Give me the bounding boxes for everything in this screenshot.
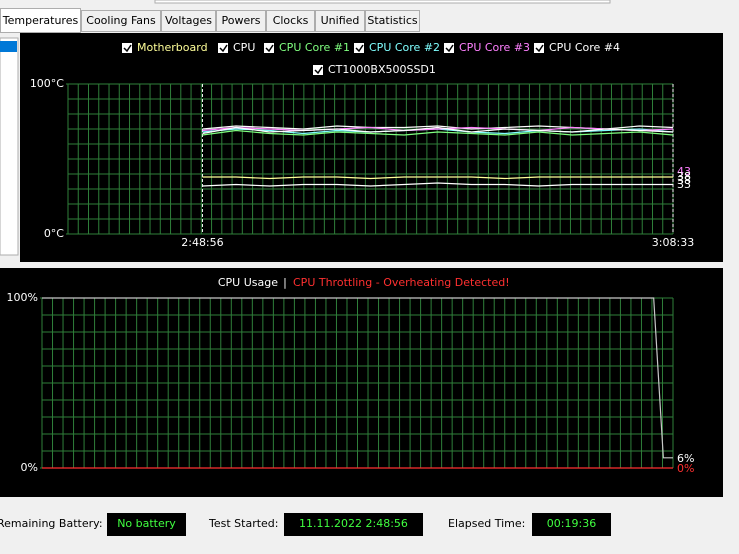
legend-check — [535, 44, 544, 53]
tab-label[interactable]: Clocks — [273, 14, 309, 27]
end-label: 43 — [677, 165, 691, 178]
legend-checkbox[interactable] — [534, 43, 544, 53]
tab[interactable] — [315, 10, 365, 32]
series-line — [202, 182, 673, 187]
status-box — [107, 513, 186, 536]
legend-label[interactable]: Motherboard — [137, 41, 208, 54]
legend-label[interactable]: CPU — [233, 41, 255, 54]
legend-label[interactable]: CPU Core #4 — [549, 41, 620, 54]
series-line — [202, 129, 674, 136]
legend-checkbox[interactable] — [354, 43, 364, 53]
end-label: 6% — [677, 452, 694, 465]
side-list — [0, 37, 19, 256]
legend-check — [355, 44, 364, 53]
legend-checkbox[interactable] — [122, 43, 132, 53]
tab-label[interactable]: Temperatures — [2, 14, 79, 27]
series-line — [202, 176, 673, 180]
legend-label[interactable]: CPU Core #3 — [459, 41, 530, 54]
status-box — [532, 513, 611, 536]
end-label: 33 — [677, 178, 691, 191]
series-line — [42, 297, 673, 459]
legend-check — [445, 44, 454, 53]
legend-checkbox[interactable] — [264, 43, 274, 53]
tab[interactable] — [0, 8, 81, 33]
y-tick-label: 0°C — [44, 227, 64, 240]
side-selection — [0, 41, 17, 52]
tab-label[interactable]: Unified — [321, 14, 360, 27]
usage-title: CPU Usage — [218, 276, 278, 289]
x-tick-label: 2:48:56 — [181, 236, 223, 249]
series-line — [202, 126, 674, 132]
end-label: 38 — [677, 174, 691, 187]
top-field — [154, 0, 611, 4]
y-tick-label: 0% — [21, 461, 38, 474]
status-label: Test Started: — [208, 517, 279, 530]
tab-label[interactable]: Statistics — [367, 14, 418, 27]
end-label: 38 — [677, 170, 691, 183]
legend-check — [265, 44, 274, 53]
legend-check — [219, 44, 228, 53]
legend-check — [123, 44, 132, 53]
status-value: No battery — [117, 517, 176, 530]
status-value: 00:19:36 — [547, 517, 596, 530]
tab[interactable] — [216, 10, 266, 32]
legend-checkbox[interactable] — [218, 43, 228, 53]
tab[interactable] — [161, 10, 216, 32]
tab[interactable] — [81, 10, 161, 32]
status-label: Elapsed Time: — [448, 517, 525, 530]
legend-check — [314, 66, 323, 75]
tab[interactable] — [365, 10, 420, 32]
tab-label[interactable]: Powers — [222, 14, 261, 27]
tab-label[interactable]: Voltages — [165, 14, 212, 27]
y-tick-label: 100°C — [30, 77, 64, 90]
tab-label[interactable]: Cooling Fans — [86, 14, 156, 27]
status-label: Remaining Battery: — [0, 517, 103, 530]
separator: | — [283, 276, 287, 289]
end-label: 0% — [677, 462, 694, 475]
legend-checkbox[interactable] — [444, 43, 454, 53]
warning: CPU Throttling - Overheating Detected! — [293, 276, 510, 289]
status-value: 11.11.2022 2:48:56 — [299, 517, 408, 530]
status-box — [284, 513, 423, 536]
temp-panel — [20, 33, 723, 262]
y-tick-label: 100% — [7, 291, 38, 304]
tab[interactable] — [266, 10, 315, 32]
series-line — [202, 126, 674, 135]
legend-checkbox[interactable] — [313, 65, 323, 75]
legend-label[interactable]: CPU Core #1 — [279, 41, 350, 54]
x-tick-label: 3:08:33 — [652, 236, 694, 249]
legend-label[interactable]: CPU Core #2 — [369, 41, 440, 54]
legend-label[interactable]: CT1000BX500SSD1 — [328, 63, 436, 76]
